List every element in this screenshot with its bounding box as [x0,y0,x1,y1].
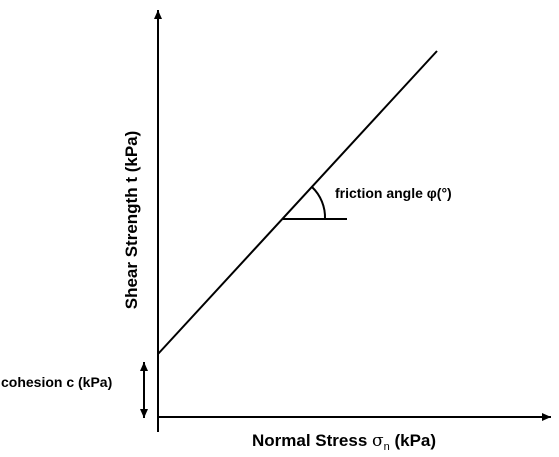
y-axis-label: Shear Strength t (kPa) [122,131,141,310]
x-axis-label-unit: (kPa) [390,431,436,450]
x-axis-label-sigma: σ [372,431,384,451]
x-axis-label-main: Normal Stress [252,431,372,450]
x-axis-label: Normal Stress σn (kPa) [252,431,436,453]
friction-angle-label: friction angle φ(°) [335,185,452,201]
x-axis-label-subscript: n [384,441,390,453]
cohesion-label: cohesion c (kPa) [1,374,112,390]
friction-angle-arc [311,186,327,220]
failure-envelope-line [157,50,438,355]
